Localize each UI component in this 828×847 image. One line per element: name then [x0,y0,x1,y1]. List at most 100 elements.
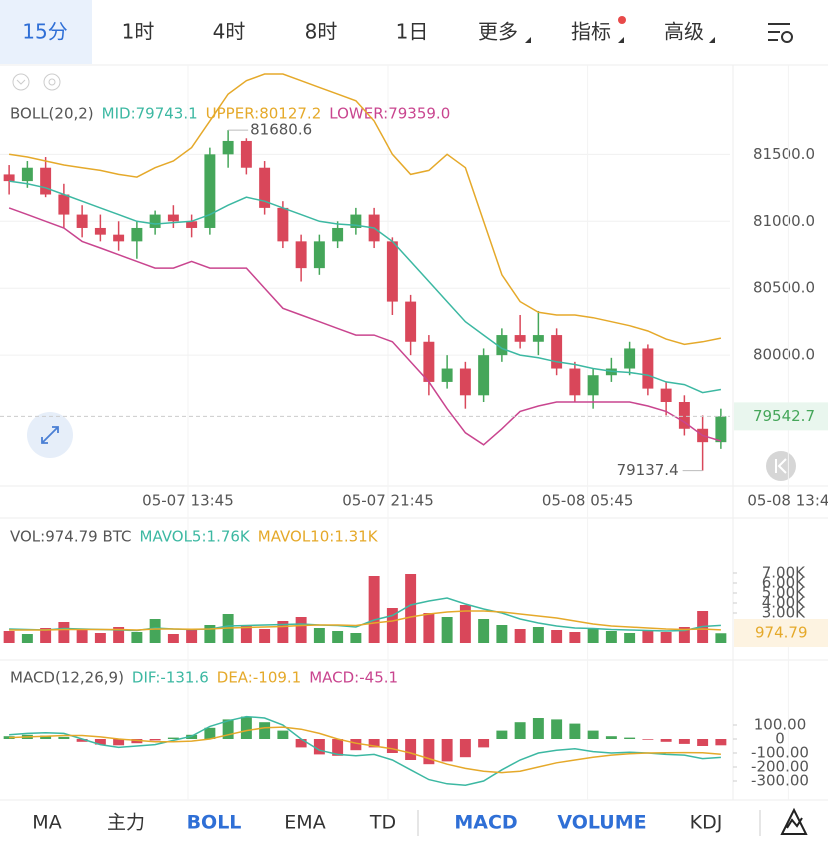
macd-bar [149,739,161,741]
y-tick-label: 5.00K [762,584,806,602]
last-volume-box [734,619,828,647]
volume-bar [496,625,508,643]
macd-bar [240,716,252,739]
top-tab[interactable]: 4时 [213,20,246,44]
candle-body [386,241,398,302]
latest-icon [775,458,787,474]
bottom-tab[interactable]: TD [369,812,396,834]
candle-body [222,140,234,155]
macd-bar [478,739,490,748]
volume-bar [660,632,672,643]
volume-bar [715,633,727,643]
macd-bar [423,739,435,765]
y-tick-label: -200.00 [751,758,809,776]
top-tab[interactable]: 1时 [122,20,155,44]
volume-bar [3,631,15,643]
macd-line [9,715,721,786]
macd-bar [551,719,563,739]
candle-body [167,214,179,222]
y-tick-label: 81500.0 [753,145,815,163]
bottom-tab[interactable]: 主力 [107,812,145,834]
candle-body [76,214,88,228]
top-tab[interactable]: 8时 [305,20,338,44]
bottom-tab[interactable]: KDJ [690,812,723,834]
candle-body [240,140,252,168]
band-line [8,207,722,446]
candle-body [149,214,161,228]
volume-bar [167,634,179,643]
legend-entry: MID:79743.1 [102,105,198,123]
settings-small-icon[interactable] [43,73,61,91]
macd-bar [332,739,344,756]
candle-body [459,368,471,396]
notification-dot [618,16,626,24]
candle-body [21,167,33,182]
volume-bar [131,632,143,643]
dropdown-mark [709,37,715,43]
candle-body [441,368,453,382]
latest-button[interactable] [766,451,796,481]
settings-small-icon [48,78,56,86]
indicator-title: MACD(12,26,9) [10,669,124,687]
candle-body [204,154,216,228]
bottom-tab[interactable]: MA [32,812,61,834]
y-tick-label: 100.00 [754,716,807,734]
candle-body [642,348,654,389]
volume-bar [678,627,690,643]
volume-bar [423,613,435,643]
legend-entry: MACD:-45.1 [309,669,398,687]
volume-bar [441,617,453,643]
volume-bar [514,629,526,643]
macd-bar [660,739,672,742]
candle-body [423,341,435,382]
candle-body [3,174,15,182]
indicator-title: VOL:974.79 BTC [10,528,132,546]
last-price-label: 79542.7 [753,407,815,425]
y-tick-label: -100.00 [751,744,809,762]
top-tab[interactable]: 更多 [478,20,518,44]
top-tab[interactable]: 指标 [571,20,611,44]
macd-bar [697,739,709,746]
y-tick-label: 3.00K [762,604,806,622]
volume-bar [624,633,636,643]
y-tick-label: 0 [775,730,785,748]
top-tab[interactable]: 1日 [396,20,429,44]
candle-body [624,348,636,369]
bottom-tab[interactable]: VOLUME [557,812,646,834]
candle-body [350,214,362,228]
macd-line [9,726,721,774]
candle-body [295,241,307,269]
high-label: 81680.6 [250,121,312,139]
legend-entry: UPPER:80127.2 [206,105,322,123]
bottom-tab[interactable]: EMA [284,812,325,834]
candle-body [131,227,143,242]
bottom-tab[interactable]: BOLL [187,812,242,834]
top-tab[interactable]: 高级 [664,20,704,44]
x-tick-label: 05-08 13:4 [747,492,828,510]
x-tick-label: 05-07 13:45 [142,492,234,510]
chart-style-icon[interactable] [780,807,808,835]
candle-body [113,234,125,242]
settings-icon[interactable] [768,23,793,43]
macd-bar [441,739,453,762]
macd-bar [113,739,125,746]
band-line [8,73,722,346]
volume-bar [605,631,617,643]
y-tick-label: 81000.0 [753,212,815,230]
macd-bar [496,730,508,739]
candle-body [186,221,198,228]
candle-body [660,388,672,402]
candle-body [587,375,599,396]
volume-bar [149,619,161,643]
volume-bar [21,634,33,643]
top-tab[interactable]: 15分 [22,20,67,44]
volume-bar [113,627,125,643]
macd-bar [715,739,727,746]
bottom-tab[interactable]: MACD [454,812,517,834]
indicator-title: BOLL(20,2) [10,105,94,123]
macd-bar [167,737,179,739]
collapse-icon[interactable] [12,73,30,91]
y-tick-label: 80500.0 [753,279,815,297]
